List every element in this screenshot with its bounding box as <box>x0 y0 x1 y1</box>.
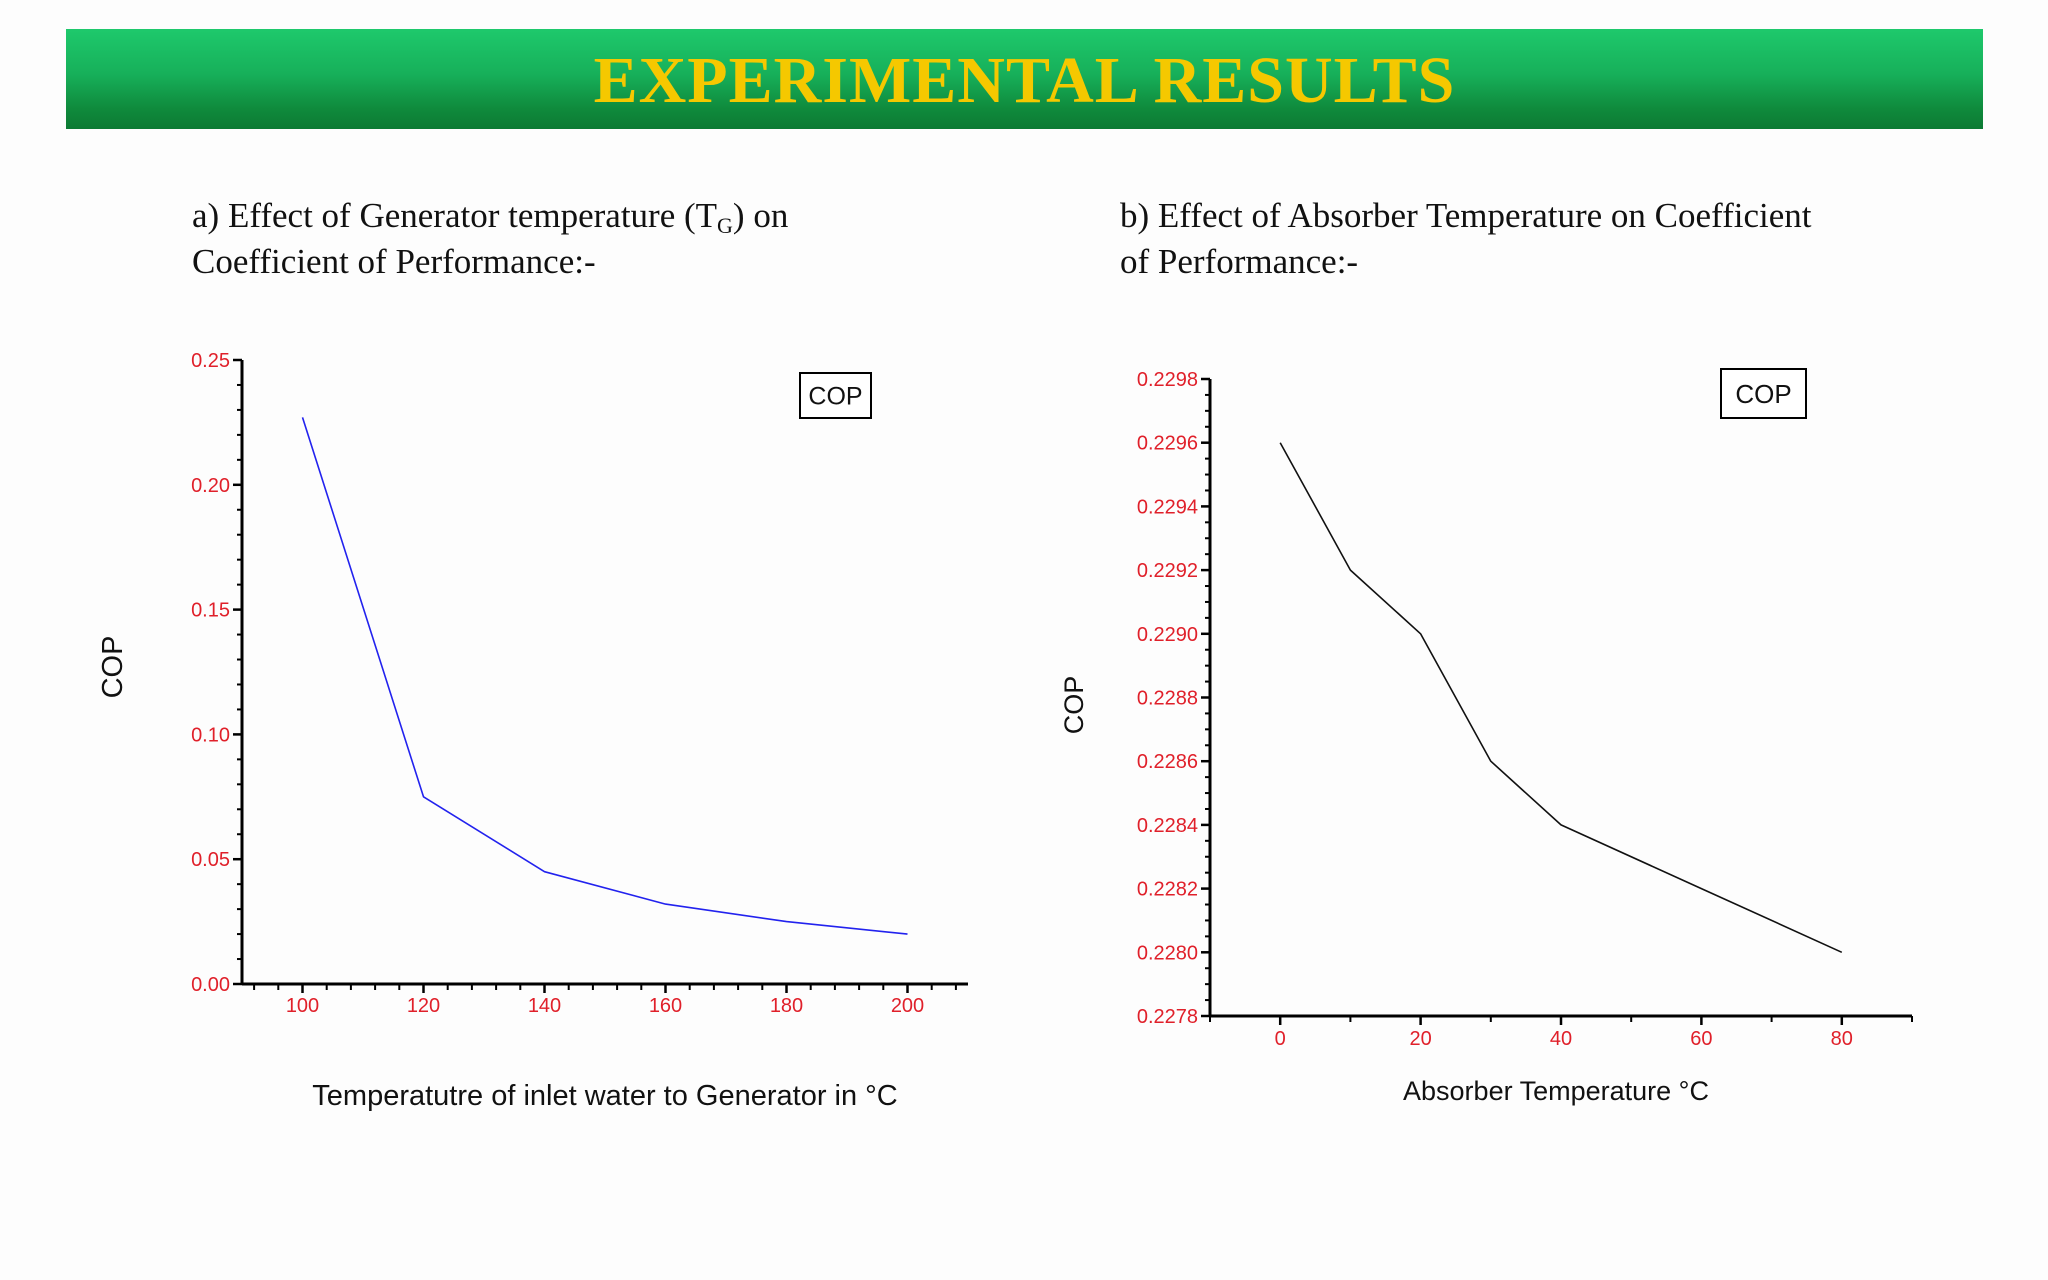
chart-b-y-tick-label: 0.2290 <box>1137 624 1198 646</box>
chart-b-heading-line1: b) Effect of Absorber Temperature on Coe… <box>1120 196 1812 235</box>
chart-b-heading: b) Effect of Absorber Temperature on Coe… <box>1120 193 1811 285</box>
chart-a-y-tick-label: 0.20 <box>191 475 230 497</box>
chart-a-heading-text-end: ) on <box>732 196 789 235</box>
chart-a-y-tick-label: 0.05 <box>191 849 230 871</box>
chart-b-x-tick-label: 20 <box>1409 1028 1431 1050</box>
chart-a-y-tick-label: 0.25 <box>191 350 230 372</box>
chart-a-x-tick-label: 100 <box>286 995 319 1017</box>
chart-a-legend-label: COP <box>808 383 862 411</box>
title-banner: EXPERIMENTAL RESULTS <box>66 29 1983 129</box>
chart-a-x-tick-label: 120 <box>407 995 440 1017</box>
chart-a-y-axis-title: COP <box>97 636 129 699</box>
chart-b-x-tick-label: 0 <box>1275 1028 1286 1050</box>
chart-b-y-tick-label: 0.2294 <box>1137 496 1198 518</box>
chart-a-legend-box <box>799 372 872 419</box>
chart-b-heading-line2: of Performance:- <box>1120 242 1359 281</box>
chart-b-x-axis-title: Absorber Temperature °C <box>1403 1076 1709 1106</box>
chart-a-x-tick-label: 140 <box>528 995 561 1017</box>
chart-b-y-axis-title: COP <box>1059 676 1089 735</box>
chart-a-heading-text: a) Effect of Generator temperature (T <box>192 196 718 235</box>
chart-b-x-tick-label: 60 <box>1690 1028 1712 1050</box>
chart-b-legend-box <box>1720 368 1807 419</box>
chart-b-y-tick-label: 0.2282 <box>1137 879 1198 901</box>
chart-a-heading-line1: a) Effect of Generator temperature (TG) … <box>192 193 788 239</box>
chart-a-y-tick-label: 0.10 <box>191 724 230 746</box>
chart-b-x-tick-label: 80 <box>1831 1028 1853 1050</box>
chart-a-heading-line2: Coefficient of Performance:- <box>192 242 596 281</box>
chart-a-heading-subscript: G <box>717 213 733 238</box>
chart-b-y-tick-label: 0.2292 <box>1137 560 1198 582</box>
page-title: EXPERIMENTAL RESULTS <box>593 44 1456 117</box>
chart-a-x-tick-label: 160 <box>649 995 682 1017</box>
chart-b-y-tick-label: 0.2286 <box>1137 751 1198 773</box>
chart-b-y-tick-label: 0.2298 <box>1137 369 1198 391</box>
chart-b-series-line <box>1279 442 1843 954</box>
chart-a-x-tick-label: 180 <box>770 995 803 1017</box>
chart-b-y-tick-label: 0.2284 <box>1137 815 1198 837</box>
chart-b-y-tick-label: 0.2296 <box>1137 433 1198 455</box>
chart-b-y-tick-label: 0.2280 <box>1137 942 1198 964</box>
chart-b-y-tick-label: 0.2278 <box>1137 1006 1198 1028</box>
chart-a-x-axis-title: Temperatutre of inlet water to Generator… <box>312 1080 897 1112</box>
chart-b-x-tick-label: 40 <box>1550 1028 1572 1050</box>
chart-a-series-line <box>301 417 908 935</box>
chart-b-y-tick-label: 0.2288 <box>1137 688 1198 710</box>
chart-a-heading: a) Effect of Generator temperature (TG) … <box>192 193 788 285</box>
chart-a-y-tick-label: 0.00 <box>191 974 230 996</box>
chart-b-legend-label: COP <box>1735 379 1791 409</box>
chart-a-y-tick-label: 0.15 <box>191 600 230 622</box>
chart-a-x-tick-label: 200 <box>891 995 924 1017</box>
